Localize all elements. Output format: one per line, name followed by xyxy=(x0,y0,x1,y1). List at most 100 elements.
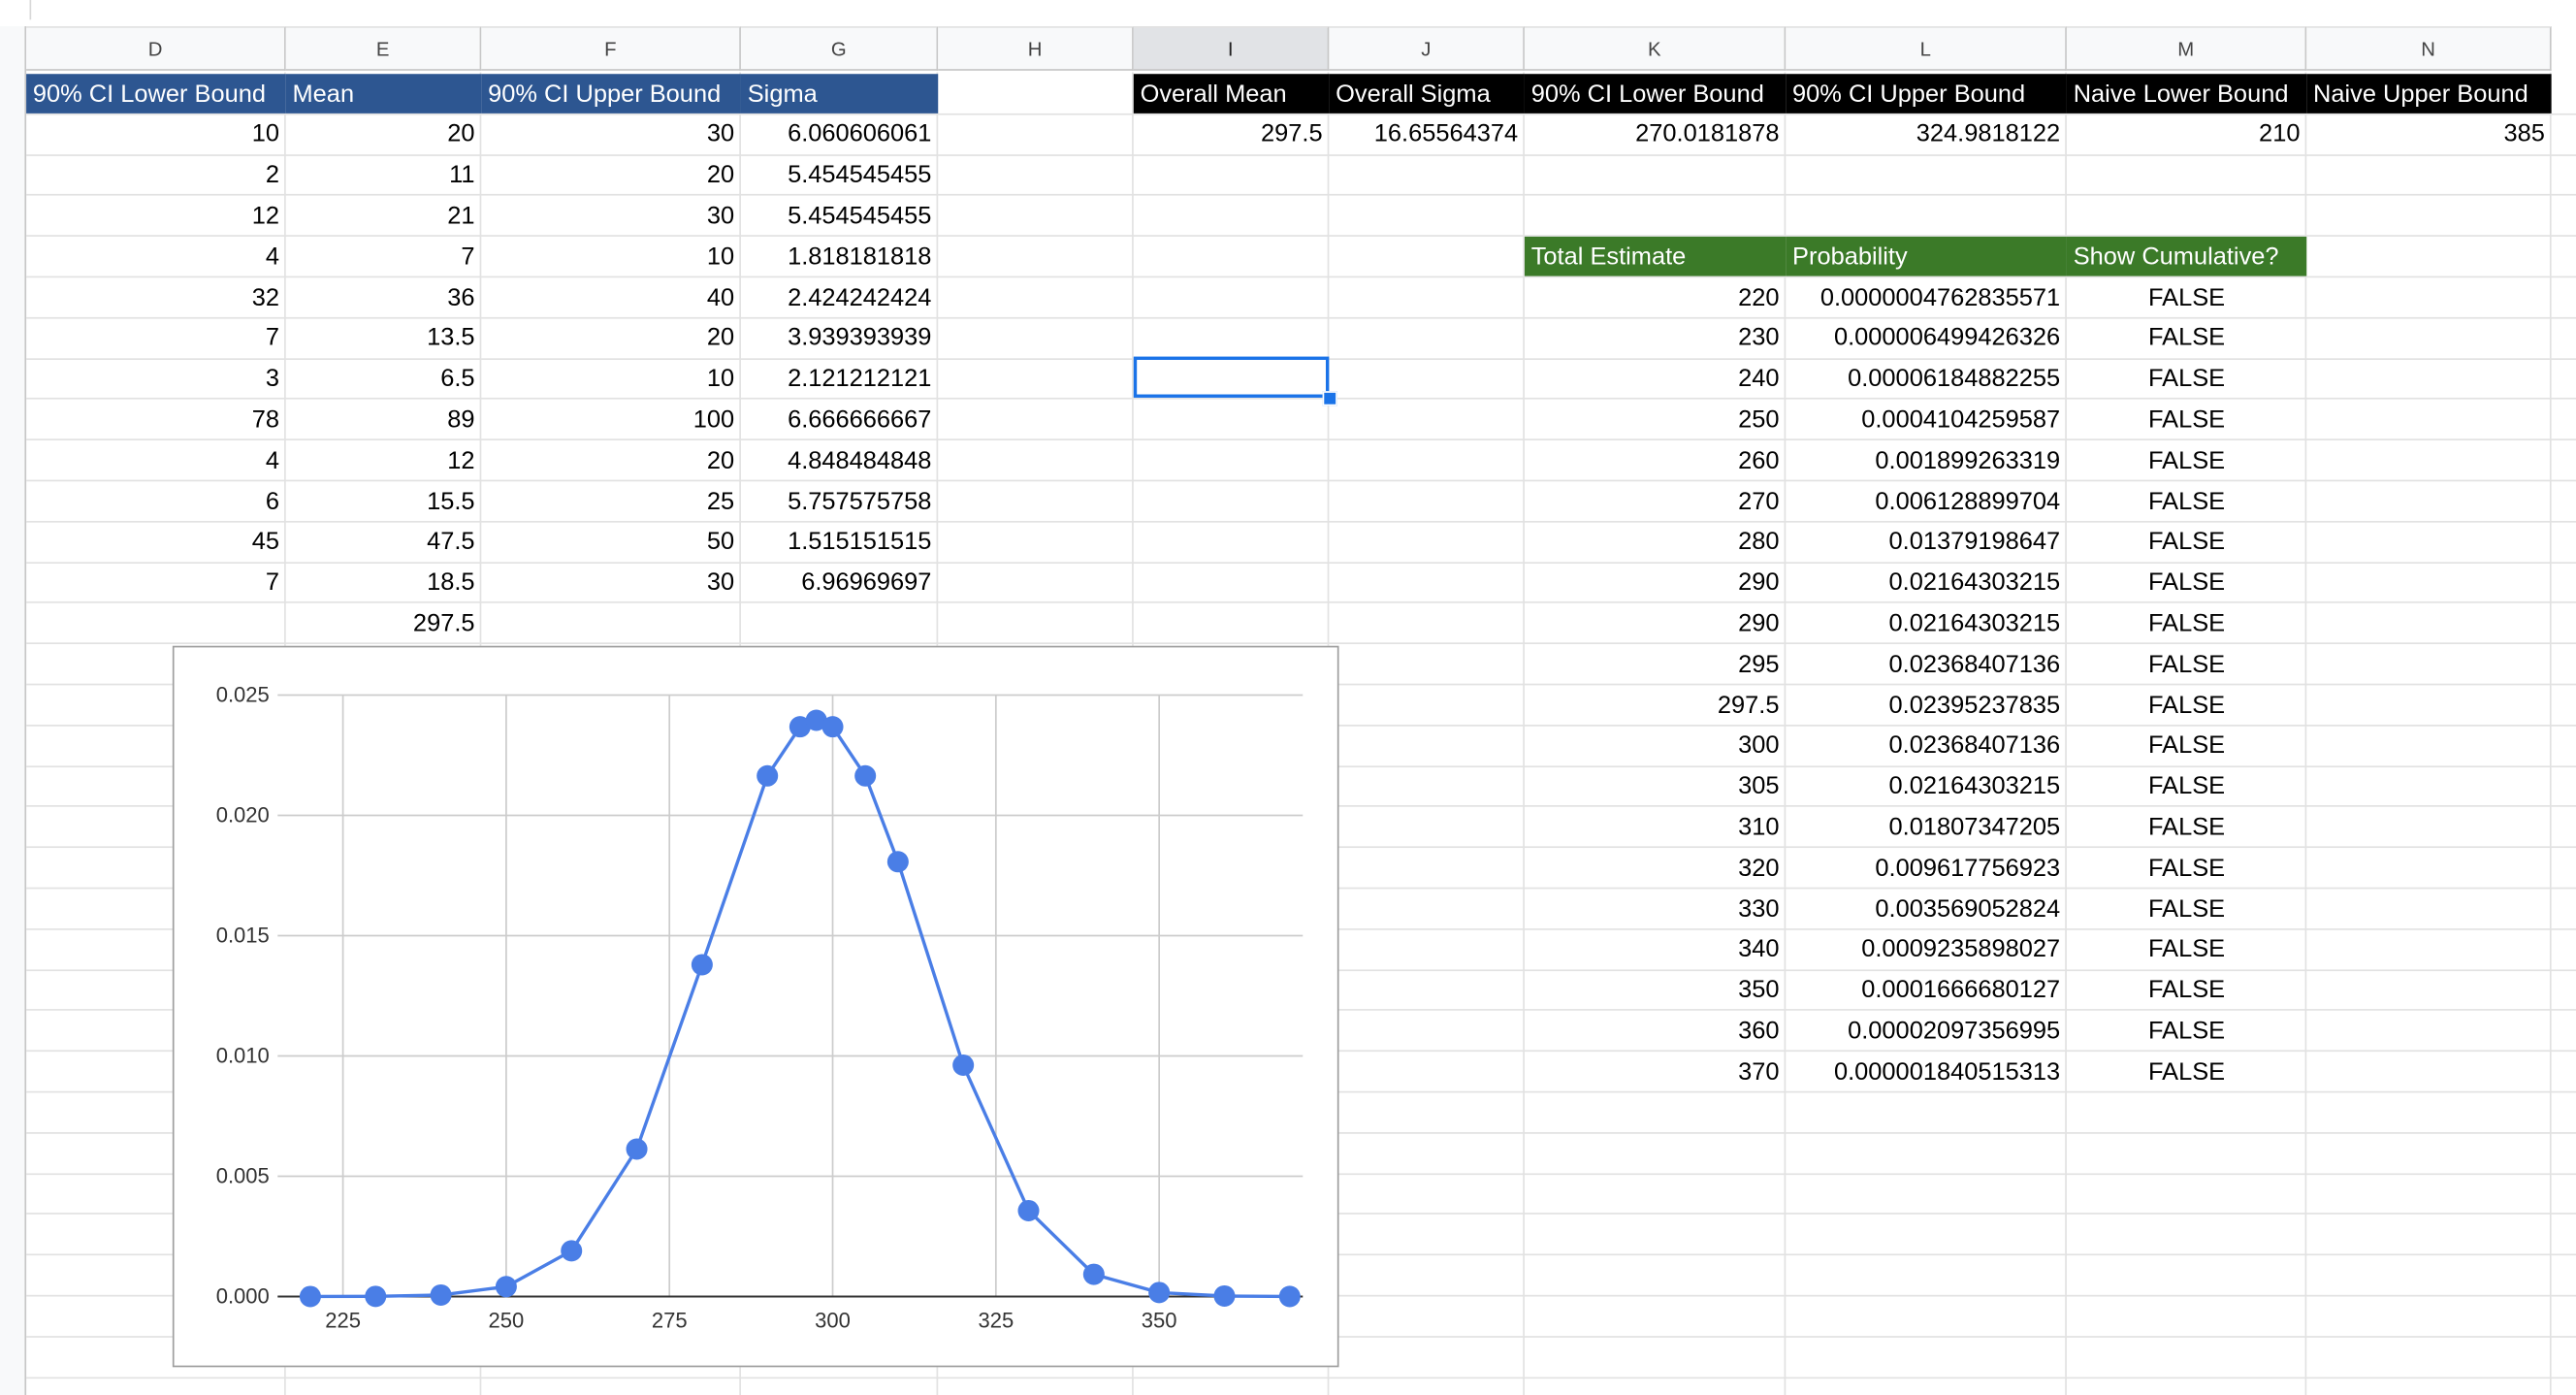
data-cell[interactable]: 20 xyxy=(706,324,735,352)
column-header-f[interactable]: F xyxy=(481,26,741,71)
data-cell[interactable]: 47.5 xyxy=(427,528,475,557)
data-cell[interactable]: 13.5 xyxy=(427,324,475,352)
probability-cell[interactable]: 0.003569052824 xyxy=(1875,894,2061,924)
show-cumulative-cell[interactable]: FALSE xyxy=(2148,935,2226,964)
total-estimate-cell[interactable]: 330 xyxy=(1738,894,1780,924)
header-cell[interactable]: 90% CI Upper Bound xyxy=(481,73,741,114)
total-estimate-cell[interactable]: 300 xyxy=(1738,731,1780,761)
data-point[interactable] xyxy=(1148,1281,1171,1304)
data-cell[interactable]: 2.424242424 xyxy=(788,283,932,311)
data-point[interactable] xyxy=(691,954,713,976)
data-cell[interactable]: 6.5 xyxy=(440,365,475,394)
data-cell[interactable]: 89 xyxy=(447,406,475,435)
data-cell[interactable]: 10 xyxy=(251,120,279,148)
probability-cell[interactable]: 0.02368407136 xyxy=(1888,731,2061,761)
data-cell[interactable]: 6.96969697 xyxy=(801,568,932,598)
probability-cell[interactable]: 0.02368407136 xyxy=(1888,650,2061,679)
summary-value-cell[interactable]: 210 xyxy=(2259,120,2301,148)
probability-cell[interactable]: 0.000006499426326 xyxy=(1833,324,2061,352)
data-cell[interactable]: 10 xyxy=(706,243,735,271)
data-cell[interactable]: 11 xyxy=(449,161,475,189)
prob-header-cell[interactable]: Total Estimate xyxy=(1524,236,1787,276)
data-point[interactable] xyxy=(495,1276,517,1298)
prob-header-cell[interactable]: Show Cumulative? xyxy=(2066,236,2307,276)
data-cell[interactable]: 2 xyxy=(265,161,279,189)
show-cumulative-cell[interactable]: FALSE xyxy=(2148,528,2226,557)
total-estimate-cell[interactable]: 290 xyxy=(1738,568,1780,598)
show-cumulative-cell[interactable]: FALSE xyxy=(2148,283,2226,311)
data-cell[interactable]: 25 xyxy=(706,487,735,516)
total-estimate-cell[interactable]: 260 xyxy=(1738,446,1780,475)
column-header-n[interactable]: N xyxy=(2306,26,2552,71)
probability-chart[interactable]: 0.000 0.005 0.010 0.015 0.020 0.025 225 250 275 3… xyxy=(172,645,1339,1368)
summary-header-cell[interactable]: Overall Mean xyxy=(1133,73,1330,114)
column-header-h[interactable]: H xyxy=(938,26,1134,71)
total-estimate-cell[interactable]: 320 xyxy=(1738,854,1780,883)
probability-series-line[interactable] xyxy=(309,718,1290,1299)
show-cumulative-cell[interactable]: FALSE xyxy=(2148,406,2226,435)
data-cell[interactable]: 2.121212121 xyxy=(788,365,932,394)
show-cumulative-cell[interactable]: FALSE xyxy=(2148,772,2226,801)
data-cell[interactable]: 30 xyxy=(706,568,735,598)
data-cell[interactable]: 3.939393939 xyxy=(788,324,932,352)
total-estimate-cell[interactable]: 297.5 xyxy=(1717,691,1780,720)
data-cell[interactable]: 3 xyxy=(265,365,279,394)
data-cell[interactable]: 4 xyxy=(265,446,279,475)
data-point[interactable] xyxy=(561,1240,583,1262)
prob-header-cell[interactable]: Probability xyxy=(1786,236,2067,276)
header-cell[interactable]: Mean xyxy=(285,73,482,114)
show-cumulative-cell[interactable]: FALSE xyxy=(2148,365,2226,394)
summary-header-cell[interactable]: Overall Sigma xyxy=(1329,73,1525,114)
total-estimate-cell[interactable]: 230 xyxy=(1738,324,1780,352)
summary-value-cell[interactable]: 297.5 xyxy=(1260,120,1323,148)
probability-cell[interactable]: 0.01379198647 xyxy=(1888,528,2061,557)
probability-cell[interactable]: 0.0009235898027 xyxy=(1861,935,2061,964)
data-cell[interactable]: 1.515151515 xyxy=(788,528,932,557)
probability-cell[interactable]: 0.006128899704 xyxy=(1875,487,2061,516)
data-cell[interactable]: 12 xyxy=(251,202,279,230)
show-cumulative-cell[interactable]: FALSE xyxy=(2148,446,2226,475)
data-cell[interactable]: 20 xyxy=(706,446,735,475)
probability-cell[interactable]: 0.0000004762835571 xyxy=(1819,283,2061,311)
column-header-d[interactable]: D xyxy=(26,26,286,71)
data-point[interactable] xyxy=(299,1285,321,1308)
data-cell[interactable]: 4 xyxy=(265,243,279,271)
show-cumulative-cell[interactable]: FALSE xyxy=(2148,854,2226,883)
summary-header-cell[interactable]: 90% CI Lower Bound xyxy=(1524,73,1787,114)
data-point[interactable] xyxy=(805,709,827,731)
probability-cell[interactable]: 0.009617756923 xyxy=(1875,854,2061,883)
summary-header-cell[interactable]: 90% CI Upper Bound xyxy=(1786,73,2067,114)
column-header-l[interactable]: L xyxy=(1786,26,2067,71)
data-cell[interactable]: 1.818181818 xyxy=(788,243,932,271)
data-cell[interactable]: 12 xyxy=(447,446,475,475)
data-point[interactable] xyxy=(854,764,877,787)
probability-cell[interactable]: 0.02164303215 xyxy=(1888,609,2061,638)
probability-cell[interactable]: 0.00002097356995 xyxy=(1848,1017,2061,1046)
show-cumulative-cell[interactable]: FALSE xyxy=(2148,691,2226,720)
data-point[interactable] xyxy=(626,1138,648,1160)
data-cell[interactable]: 5.454545455 xyxy=(788,202,932,230)
active-cell-selection[interactable] xyxy=(1133,356,1330,398)
data-cell[interactable]: 21 xyxy=(447,202,475,230)
data-cell[interactable]: 100 xyxy=(692,406,735,435)
data-cell[interactable]: 6.666666667 xyxy=(788,406,932,435)
total-estimate-cell[interactable]: 270 xyxy=(1738,487,1780,516)
data-point[interactable] xyxy=(757,764,779,787)
column-header-g[interactable]: G xyxy=(740,26,939,71)
probability-cell[interactable]: 0.02395237835 xyxy=(1888,691,2061,720)
data-point[interactable] xyxy=(821,716,844,738)
total-estimate-cell[interactable]: 295 xyxy=(1738,650,1780,679)
select-all-corner[interactable] xyxy=(0,26,27,73)
data-cell[interactable]: 15.5 xyxy=(427,487,475,516)
total-estimate-cell[interactable]: 340 xyxy=(1738,935,1780,964)
data-cell[interactable]: 6.060606061 xyxy=(788,120,932,148)
summary-value-cell[interactable]: 270.0181878 xyxy=(1635,120,1780,148)
show-cumulative-cell[interactable]: FALSE xyxy=(2148,609,2226,638)
show-cumulative-cell[interactable]: FALSE xyxy=(2148,324,2226,352)
total-estimate-cell[interactable]: 310 xyxy=(1738,813,1780,842)
data-point[interactable] xyxy=(1082,1263,1105,1285)
summary-value-cell[interactable]: 324.9818122 xyxy=(1916,120,2061,148)
probability-cell[interactable]: 0.0004104259587 xyxy=(1861,406,2061,435)
data-cell[interactable]: 6 xyxy=(265,487,279,516)
total-estimate-cell[interactable]: 250 xyxy=(1738,406,1780,435)
